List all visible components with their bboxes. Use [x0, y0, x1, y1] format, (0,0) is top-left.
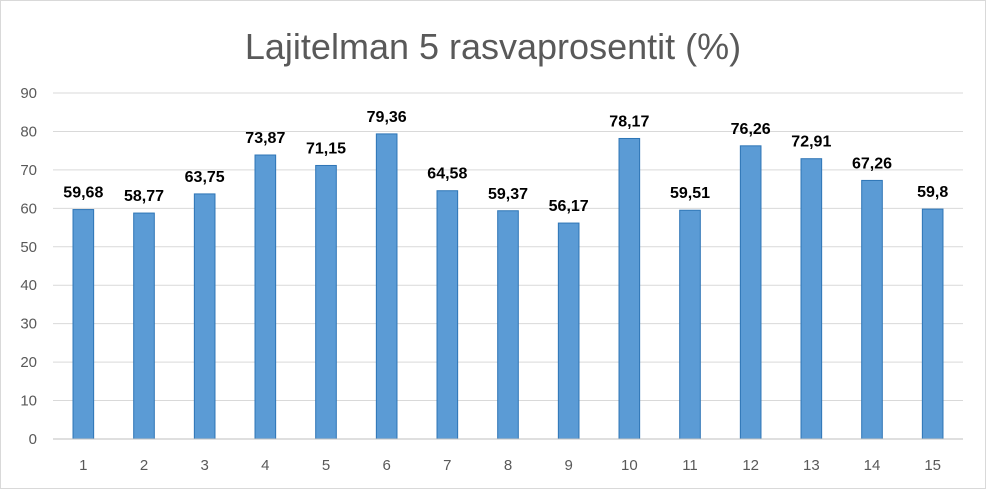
bar-8: [497, 210, 519, 440]
data-label-3: 63,75: [185, 169, 225, 186]
data-label-1: 59,68: [63, 185, 103, 202]
data-labels: 59,68 58,77 63,75 73,87 71,15 79,36 64,58 59,37…: [63, 109, 948, 215]
x-tick-label: 13: [803, 457, 820, 474]
data-label-12: 76,26: [731, 121, 771, 138]
data-label-5: 71,15: [306, 140, 346, 157]
data-label-9: 56,17: [549, 198, 589, 215]
data-label-13: 72,91: [791, 134, 831, 151]
data-label-7: 64,58: [427, 166, 467, 183]
y-tick-label: 30: [20, 316, 37, 333]
x-tick-label: 7: [443, 457, 451, 474]
data-label-11: 59,51: [670, 185, 710, 202]
bar-2: [133, 212, 155, 440]
bars: [72, 133, 944, 440]
data-label-10: 78,17: [609, 113, 649, 130]
x-tick-label: 11: [682, 457, 698, 474]
y-tick-label: 50: [20, 239, 37, 256]
y-tick-label: 60: [20, 200, 37, 217]
y-tick-label: 10: [20, 393, 37, 410]
bar-15: [921, 208, 944, 440]
bar-10: [618, 137, 641, 440]
bar-12: [739, 145, 762, 440]
data-label-8: 59,37: [488, 186, 528, 203]
chart-title: Lajitelman 5 rasvaprosentit (%): [245, 26, 741, 67]
bar-4: [254, 154, 277, 440]
bar-3: [193, 193, 216, 440]
y-axis-ticks: 0 10 20 30 40 50 60 70 80 90: [20, 85, 37, 448]
bar-7: [436, 190, 459, 440]
bar-14: [861, 179, 883, 440]
x-tick-label: 6: [382, 457, 390, 474]
data-label-6: 79,36: [367, 109, 407, 126]
x-tick-label: 10: [621, 457, 638, 474]
x-tick-label: 3: [200, 457, 208, 474]
x-tick-label: 4: [261, 457, 269, 474]
y-tick-label: 40: [20, 277, 37, 294]
bar-5: [315, 164, 337, 440]
y-tick-label: 80: [20, 123, 37, 140]
y-tick-label: 20: [20, 354, 37, 371]
y-tick-label: 90: [20, 85, 37, 102]
bar-9: [557, 222, 580, 440]
bar-6: [375, 133, 398, 440]
x-axis-ticks: 1 2 3 4 5 6 7 8 9 10 11 12 13 14 15: [79, 457, 941, 474]
data-label-15: 59,8: [917, 184, 948, 201]
x-tick-label: 9: [564, 457, 572, 474]
data-label-4: 73,87: [245, 130, 285, 147]
data-label-2: 58,77: [124, 188, 164, 205]
x-tick-label: 15: [924, 457, 941, 474]
y-tick-label: 0: [29, 431, 37, 448]
bar-13: [800, 158, 823, 440]
bar-1: [72, 209, 95, 440]
data-label-14: 67,26: [852, 155, 892, 172]
x-tick-label: 2: [140, 457, 148, 474]
x-tick-label: 14: [864, 457, 881, 474]
x-tick-label: 5: [322, 457, 330, 474]
x-tick-label: 12: [742, 457, 759, 474]
x-tick-label: 1: [79, 457, 87, 474]
bar-11: [679, 209, 701, 440]
x-tick-label: 8: [504, 457, 512, 474]
y-tick-label: 70: [20, 162, 37, 179]
